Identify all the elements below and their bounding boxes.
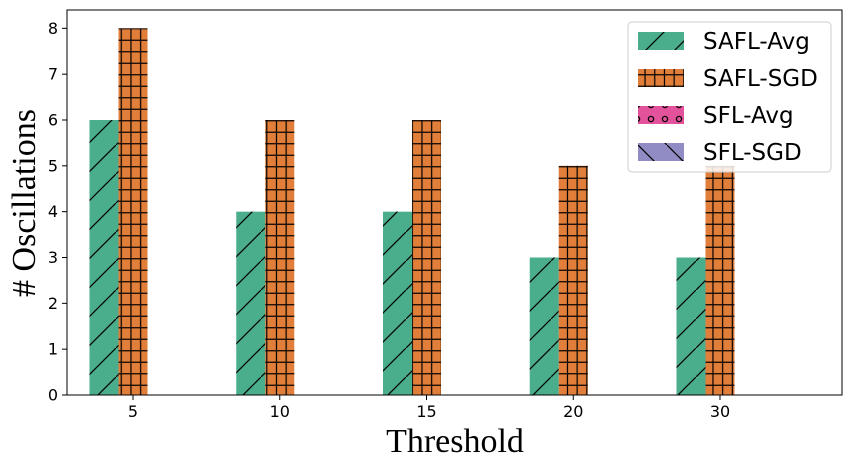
legend-item-sfl-sgd: SFL-SGD: [638, 140, 802, 166]
bars-layer: [89, 28, 735, 395]
x-tick-label: 15: [416, 402, 436, 421]
bar-hatch: [705, 165, 735, 395]
legend-label: SFL-SGD: [703, 140, 802, 166]
y-tick-label: 7: [48, 65, 58, 84]
y-tick-label: 3: [48, 248, 58, 267]
x-axis-title: Threshold: [386, 423, 524, 460]
bar-safl-sgd-10: [265, 120, 295, 395]
bar-safl-avg-30: [676, 257, 706, 395]
y-tick-label: 2: [48, 294, 58, 313]
legend-label: SFL-Avg: [703, 103, 794, 129]
bar-safl-avg-10: [236, 211, 266, 395]
x-axis: 5 10 15 20 30: [128, 395, 730, 421]
legend-item-sfl-avg: SFL-Avg: [638, 103, 794, 129]
x-tick-label: 10: [270, 402, 290, 421]
x-tick-label: 5: [128, 402, 138, 421]
y-axis: 0 1 2 3 4 5 6 7 8: [48, 19, 67, 405]
bar-hatch: [676, 257, 706, 395]
y-tick-label: 1: [48, 340, 58, 359]
legend-swatch-hatch: [638, 69, 684, 87]
bar-safl-avg-15: [383, 211, 412, 395]
legend-item-safl-sgd: SAFL-SGD: [638, 66, 818, 92]
bar-safl-sgd-30: [705, 165, 735, 395]
bar-safl-avg-20: [529, 257, 559, 395]
plot-frame: [66, 9, 843, 396]
bar-safl-sgd-20: [558, 165, 588, 395]
legend-item-safl-avg: SAFL-Avg: [638, 29, 810, 55]
legend-box: [627, 21, 832, 173]
bar-hatch: [265, 120, 295, 395]
bar-safl-sgd-15: [412, 120, 441, 395]
bar-hatch: [412, 120, 441, 395]
legend-swatch-hatch: [638, 143, 684, 161]
x-tick-label: 20: [563, 402, 583, 421]
y-tick-label: 0: [48, 386, 58, 405]
bar-hatch: [236, 211, 266, 395]
y-tick-label: 6: [48, 111, 58, 130]
legend-swatch-hatch: [638, 106, 684, 124]
bar-hatch: [118, 28, 148, 395]
y-tick-label: 8: [48, 19, 58, 38]
legend-label: SAFL-SGD: [703, 66, 818, 92]
bar-safl-sgd-5: [118, 28, 148, 395]
bar-hatch: [383, 211, 412, 395]
y-tick-label: 4: [48, 202, 58, 221]
y-tick-label: 5: [48, 156, 58, 175]
bar-hatch: [529, 257, 559, 395]
legend: SAFL-Avg SAFL-SGD SFL-Avg SFL-SGD: [627, 21, 832, 173]
bar-safl-avg-5: [89, 120, 119, 395]
x-tick-label: 30: [710, 402, 730, 421]
bar-hatch: [89, 120, 119, 395]
legend-swatch-hatch: [638, 32, 684, 50]
bar-hatch: [558, 165, 588, 395]
y-axis-title: # Oscillations: [6, 109, 43, 297]
legend-label: SAFL-Avg: [703, 29, 810, 55]
